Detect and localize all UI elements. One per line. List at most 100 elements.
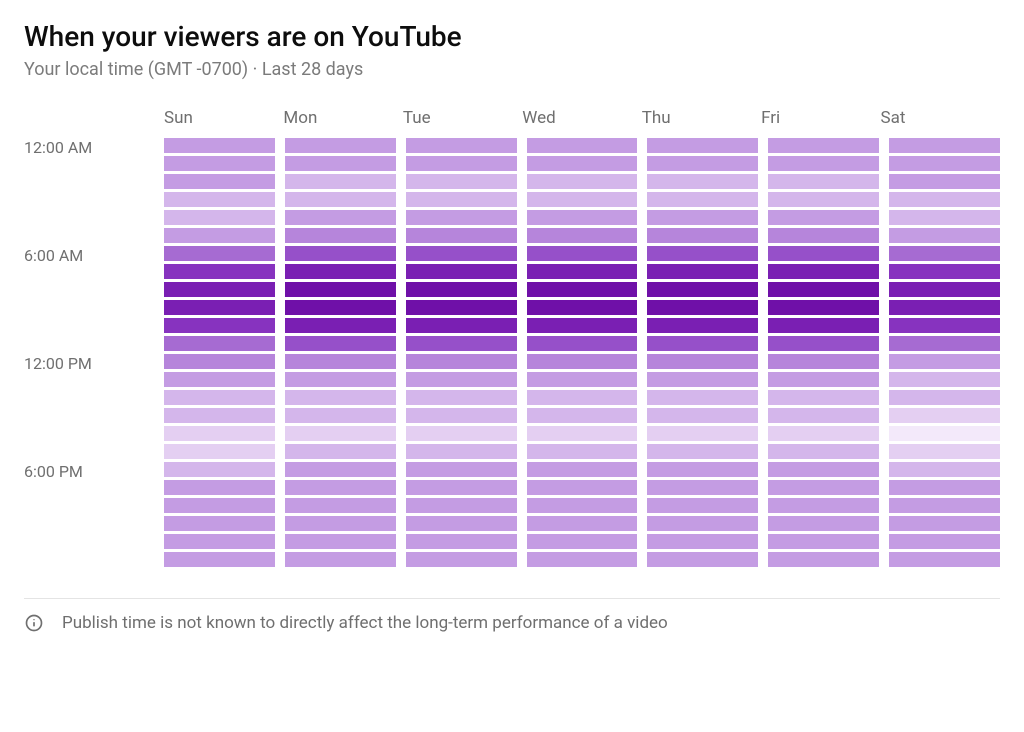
heatmap-cell[interactable] [768, 390, 879, 405]
heatmap-cell[interactable] [647, 372, 758, 387]
heatmap-cell[interactable] [164, 264, 275, 279]
heatmap-cell[interactable] [164, 426, 275, 441]
heatmap-cell[interactable] [768, 516, 879, 531]
heatmap-cell[interactable] [889, 210, 1000, 225]
heatmap-cell[interactable] [527, 264, 638, 279]
heatmap-cell[interactable] [164, 300, 275, 315]
heatmap-cell[interactable] [768, 300, 879, 315]
heatmap-cell[interactable] [527, 336, 638, 351]
heatmap-cell[interactable] [285, 552, 396, 567]
heatmap-cell[interactable] [285, 462, 396, 477]
heatmap-cell[interactable] [406, 534, 517, 549]
heatmap-cell[interactable] [768, 282, 879, 297]
heatmap-cell[interactable] [768, 408, 879, 423]
heatmap-cell[interactable] [889, 480, 1000, 495]
heatmap-cell[interactable] [768, 534, 879, 549]
heatmap-cell[interactable] [285, 300, 396, 315]
heatmap-cell[interactable] [647, 426, 758, 441]
heatmap-cell[interactable] [164, 156, 275, 171]
heatmap-cell[interactable] [406, 444, 517, 459]
heatmap-cell[interactable] [406, 264, 517, 279]
heatmap-cell[interactable] [889, 138, 1000, 153]
heatmap-cell[interactable] [647, 498, 758, 513]
heatmap-cell[interactable] [647, 192, 758, 207]
heatmap-cell[interactable] [164, 228, 275, 243]
heatmap-cell[interactable] [889, 282, 1000, 297]
heatmap-cell[interactable] [647, 246, 758, 261]
heatmap-cell[interactable] [285, 354, 396, 369]
heatmap-cell[interactable] [527, 246, 638, 261]
heatmap-cell[interactable] [889, 516, 1000, 531]
heatmap-cell[interactable] [527, 210, 638, 225]
heatmap-cell[interactable] [406, 354, 517, 369]
heatmap-cell[interactable] [768, 264, 879, 279]
heatmap-cell[interactable] [527, 390, 638, 405]
heatmap-cell[interactable] [285, 372, 396, 387]
heatmap-cell[interactable] [768, 552, 879, 567]
heatmap-cell[interactable] [164, 138, 275, 153]
heatmap-cell[interactable] [889, 426, 1000, 441]
heatmap-cell[interactable] [889, 534, 1000, 549]
heatmap-cell[interactable] [647, 174, 758, 189]
heatmap-cell[interactable] [889, 264, 1000, 279]
heatmap-cell[interactable] [406, 516, 517, 531]
heatmap-cell[interactable] [768, 246, 879, 261]
heatmap-cell[interactable] [889, 444, 1000, 459]
heatmap-cell[interactable] [527, 534, 638, 549]
heatmap-cell[interactable] [406, 372, 517, 387]
heatmap-cell[interactable] [647, 552, 758, 567]
heatmap-cell[interactable] [527, 498, 638, 513]
heatmap-cell[interactable] [406, 210, 517, 225]
heatmap-cell[interactable] [285, 174, 396, 189]
heatmap-cell[interactable] [285, 228, 396, 243]
heatmap-cell[interactable] [647, 264, 758, 279]
heatmap-cell[interactable] [768, 318, 879, 333]
heatmap-cell[interactable] [768, 462, 879, 477]
heatmap-cell[interactable] [164, 462, 275, 477]
heatmap-cell[interactable] [285, 390, 396, 405]
heatmap-cell[interactable] [647, 282, 758, 297]
heatmap-cell[interactable] [768, 228, 879, 243]
heatmap-cell[interactable] [647, 534, 758, 549]
heatmap-cell[interactable] [285, 318, 396, 333]
heatmap-cell[interactable] [406, 480, 517, 495]
heatmap-cell[interactable] [285, 336, 396, 351]
heatmap-cell[interactable] [647, 138, 758, 153]
heatmap-cell[interactable] [164, 534, 275, 549]
heatmap-cell[interactable] [768, 354, 879, 369]
heatmap-cell[interactable] [285, 156, 396, 171]
heatmap-cell[interactable] [164, 336, 275, 351]
heatmap-cell[interactable] [285, 426, 396, 441]
heatmap-cell[interactable] [527, 516, 638, 531]
heatmap-cell[interactable] [647, 354, 758, 369]
heatmap-cell[interactable] [768, 480, 879, 495]
heatmap-cell[interactable] [406, 174, 517, 189]
heatmap-cell[interactable] [527, 354, 638, 369]
heatmap-cell[interactable] [768, 498, 879, 513]
heatmap-cell[interactable] [527, 408, 638, 423]
heatmap-cell[interactable] [164, 282, 275, 297]
heatmap-cell[interactable] [406, 390, 517, 405]
heatmap-cell[interactable] [285, 192, 396, 207]
heatmap-cell[interactable] [406, 156, 517, 171]
heatmap-cell[interactable] [527, 318, 638, 333]
heatmap-cell[interactable] [406, 228, 517, 243]
heatmap-cell[interactable] [647, 408, 758, 423]
heatmap-cell[interactable] [285, 138, 396, 153]
heatmap-cell[interactable] [285, 282, 396, 297]
heatmap-cell[interactable] [647, 462, 758, 477]
heatmap-cell[interactable] [285, 210, 396, 225]
heatmap-cell[interactable] [406, 246, 517, 261]
heatmap-cell[interactable] [164, 516, 275, 531]
heatmap-cell[interactable] [164, 192, 275, 207]
heatmap-cell[interactable] [285, 534, 396, 549]
heatmap-cell[interactable] [527, 282, 638, 297]
heatmap-cell[interactable] [647, 444, 758, 459]
heatmap-cell[interactable] [527, 300, 638, 315]
heatmap-cell[interactable] [768, 192, 879, 207]
heatmap-cell[interactable] [647, 318, 758, 333]
heatmap-cell[interactable] [768, 174, 879, 189]
heatmap-cell[interactable] [527, 174, 638, 189]
heatmap-cell[interactable] [285, 516, 396, 531]
heatmap-cell[interactable] [164, 372, 275, 387]
